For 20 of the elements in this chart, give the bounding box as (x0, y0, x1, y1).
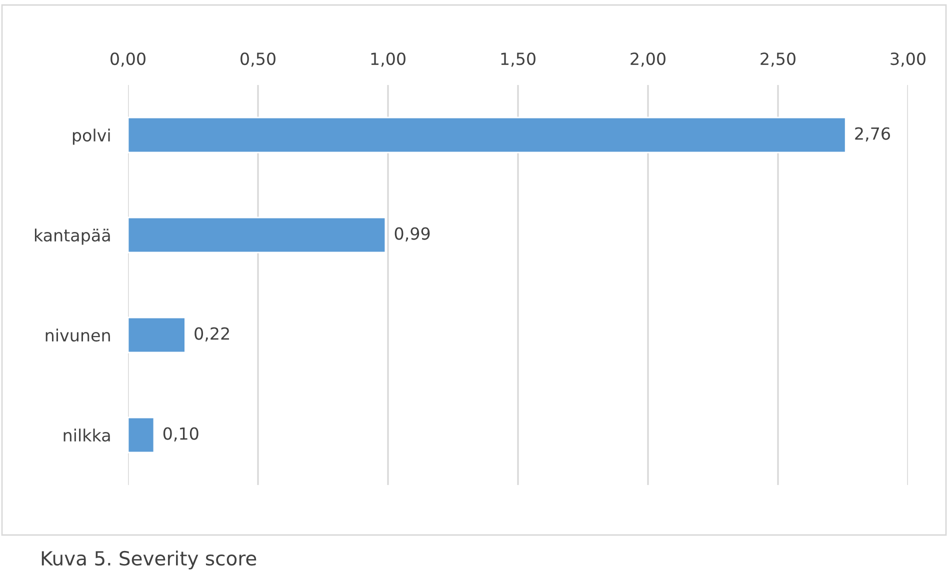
x-tick-label: 2,00 (630, 52, 666, 67)
y-tick-label: kantapää (34, 228, 110, 245)
y-tick-label: nilkka (64, 428, 110, 442)
data-label: 0,22 (194, 327, 229, 342)
x-tick-label: 1,50 (501, 52, 536, 67)
x-tick-label: 0,50 (240, 52, 276, 67)
bar (128, 416, 155, 454)
bar (128, 216, 386, 254)
x-tick-label: 0,00 (110, 52, 146, 67)
data-label: 0,99 (394, 227, 430, 242)
x-tick-label: 2,50 (760, 52, 796, 67)
x-tick-label: 3,00 (890, 52, 926, 67)
bar (128, 316, 186, 354)
data-label: 0,10 (163, 427, 198, 442)
data-label: 2,76 (855, 127, 890, 142)
x-tick-label: 1,00 (371, 52, 406, 67)
y-tick-label: nivunen (46, 328, 110, 342)
y-tick-label: polvi (72, 128, 110, 145)
text: Kuva 5. Severity score (42, 550, 256, 570)
bar (128, 116, 846, 154)
